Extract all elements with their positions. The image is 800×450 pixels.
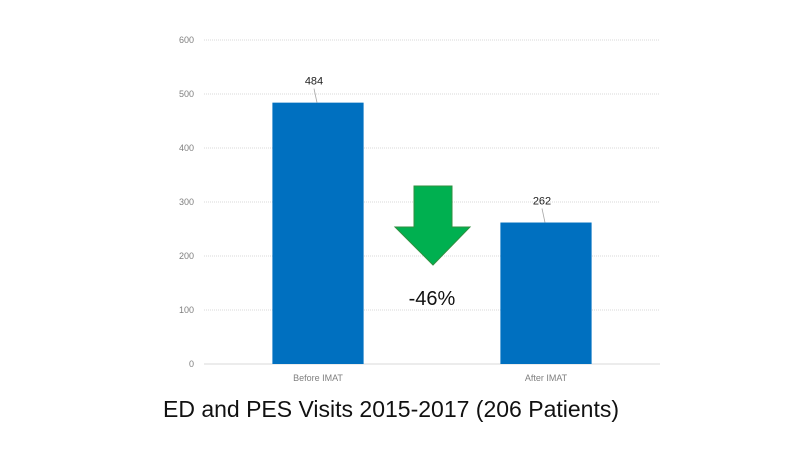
bars xyxy=(272,102,592,364)
y-tick-label: 300 xyxy=(179,197,194,207)
change-percent-label: -46% xyxy=(409,288,456,310)
bar xyxy=(500,222,592,364)
chart-title: ED and PES Visits 2015-2017 (206 Patient… xyxy=(162,396,619,422)
x-axis-ticks: Before IMAT After IMAT xyxy=(293,373,568,383)
data-label: 262 xyxy=(533,196,551,208)
data-label-leader xyxy=(541,208,546,223)
data-labels: 484 262 xyxy=(305,76,551,223)
y-tick-label: 200 xyxy=(179,251,194,261)
data-label: 484 xyxy=(305,76,323,88)
data-label-leader xyxy=(313,88,318,103)
x-tick-label: Before IMAT xyxy=(293,373,343,383)
y-tick-label: 0 xyxy=(189,359,194,369)
y-tick-label: 100 xyxy=(179,305,194,315)
y-tick-label: 600 xyxy=(179,35,194,45)
bar xyxy=(272,102,364,364)
x-tick-label: After IMAT xyxy=(525,373,568,383)
down-arrow-icon xyxy=(393,185,472,266)
y-axis-ticks: 0 100 200 300 400 500 600 xyxy=(179,35,194,369)
y-tick-label: 500 xyxy=(179,89,194,99)
y-tick-label: 400 xyxy=(179,143,194,153)
